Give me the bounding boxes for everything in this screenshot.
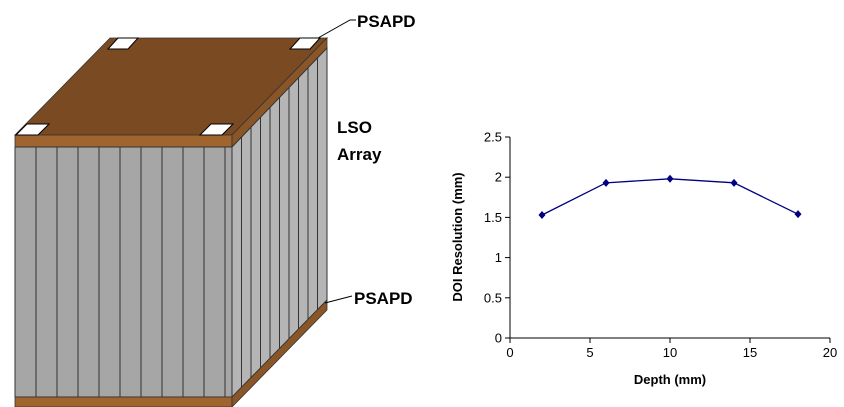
data-point [666,174,674,183]
pad [288,37,322,50]
top-strip [14,134,233,148]
y-tick-label: 2.5 [484,130,502,145]
leader-line [317,19,356,39]
pad [198,123,235,136]
y-tick-label: 1.5 [484,210,502,225]
x-tick-label: 20 [823,345,837,360]
data-point [602,178,610,187]
data-point [794,210,802,219]
y-tick-label: 0.5 [484,290,502,305]
x-tick-label: 15 [743,345,757,360]
x-tick-label: 10 [663,345,677,360]
psapd-label: PSAPD [357,12,416,31]
y-tick-label: 0 [495,331,502,346]
y-axis-label: DOI Resolution (mm) [450,172,465,301]
y-tick-label: 2 [495,170,502,185]
front-face [14,146,233,398]
lso-label: Array [337,145,382,164]
bottom-side-strip [231,299,328,407]
data-line [541,178,799,216]
data-point [538,210,546,219]
leader-line [324,295,353,304]
pad [106,37,140,50]
chart: Depth (mm) DOI Resolution (mm) 0 0.5 1 1.5 2… [450,130,837,388]
crystal-block [14,19,356,407]
bottom-psapd [14,396,233,407]
lso-label: LSO [337,118,372,137]
data-point [730,178,738,187]
psapd-label: PSAPD [354,289,413,308]
y-tick-label: 1 [495,250,502,265]
pad [14,123,51,136]
x-tick-label: 5 [586,345,593,360]
x-axis-label: Depth (mm) [634,372,706,387]
x-tick-label: 0 [506,345,513,360]
